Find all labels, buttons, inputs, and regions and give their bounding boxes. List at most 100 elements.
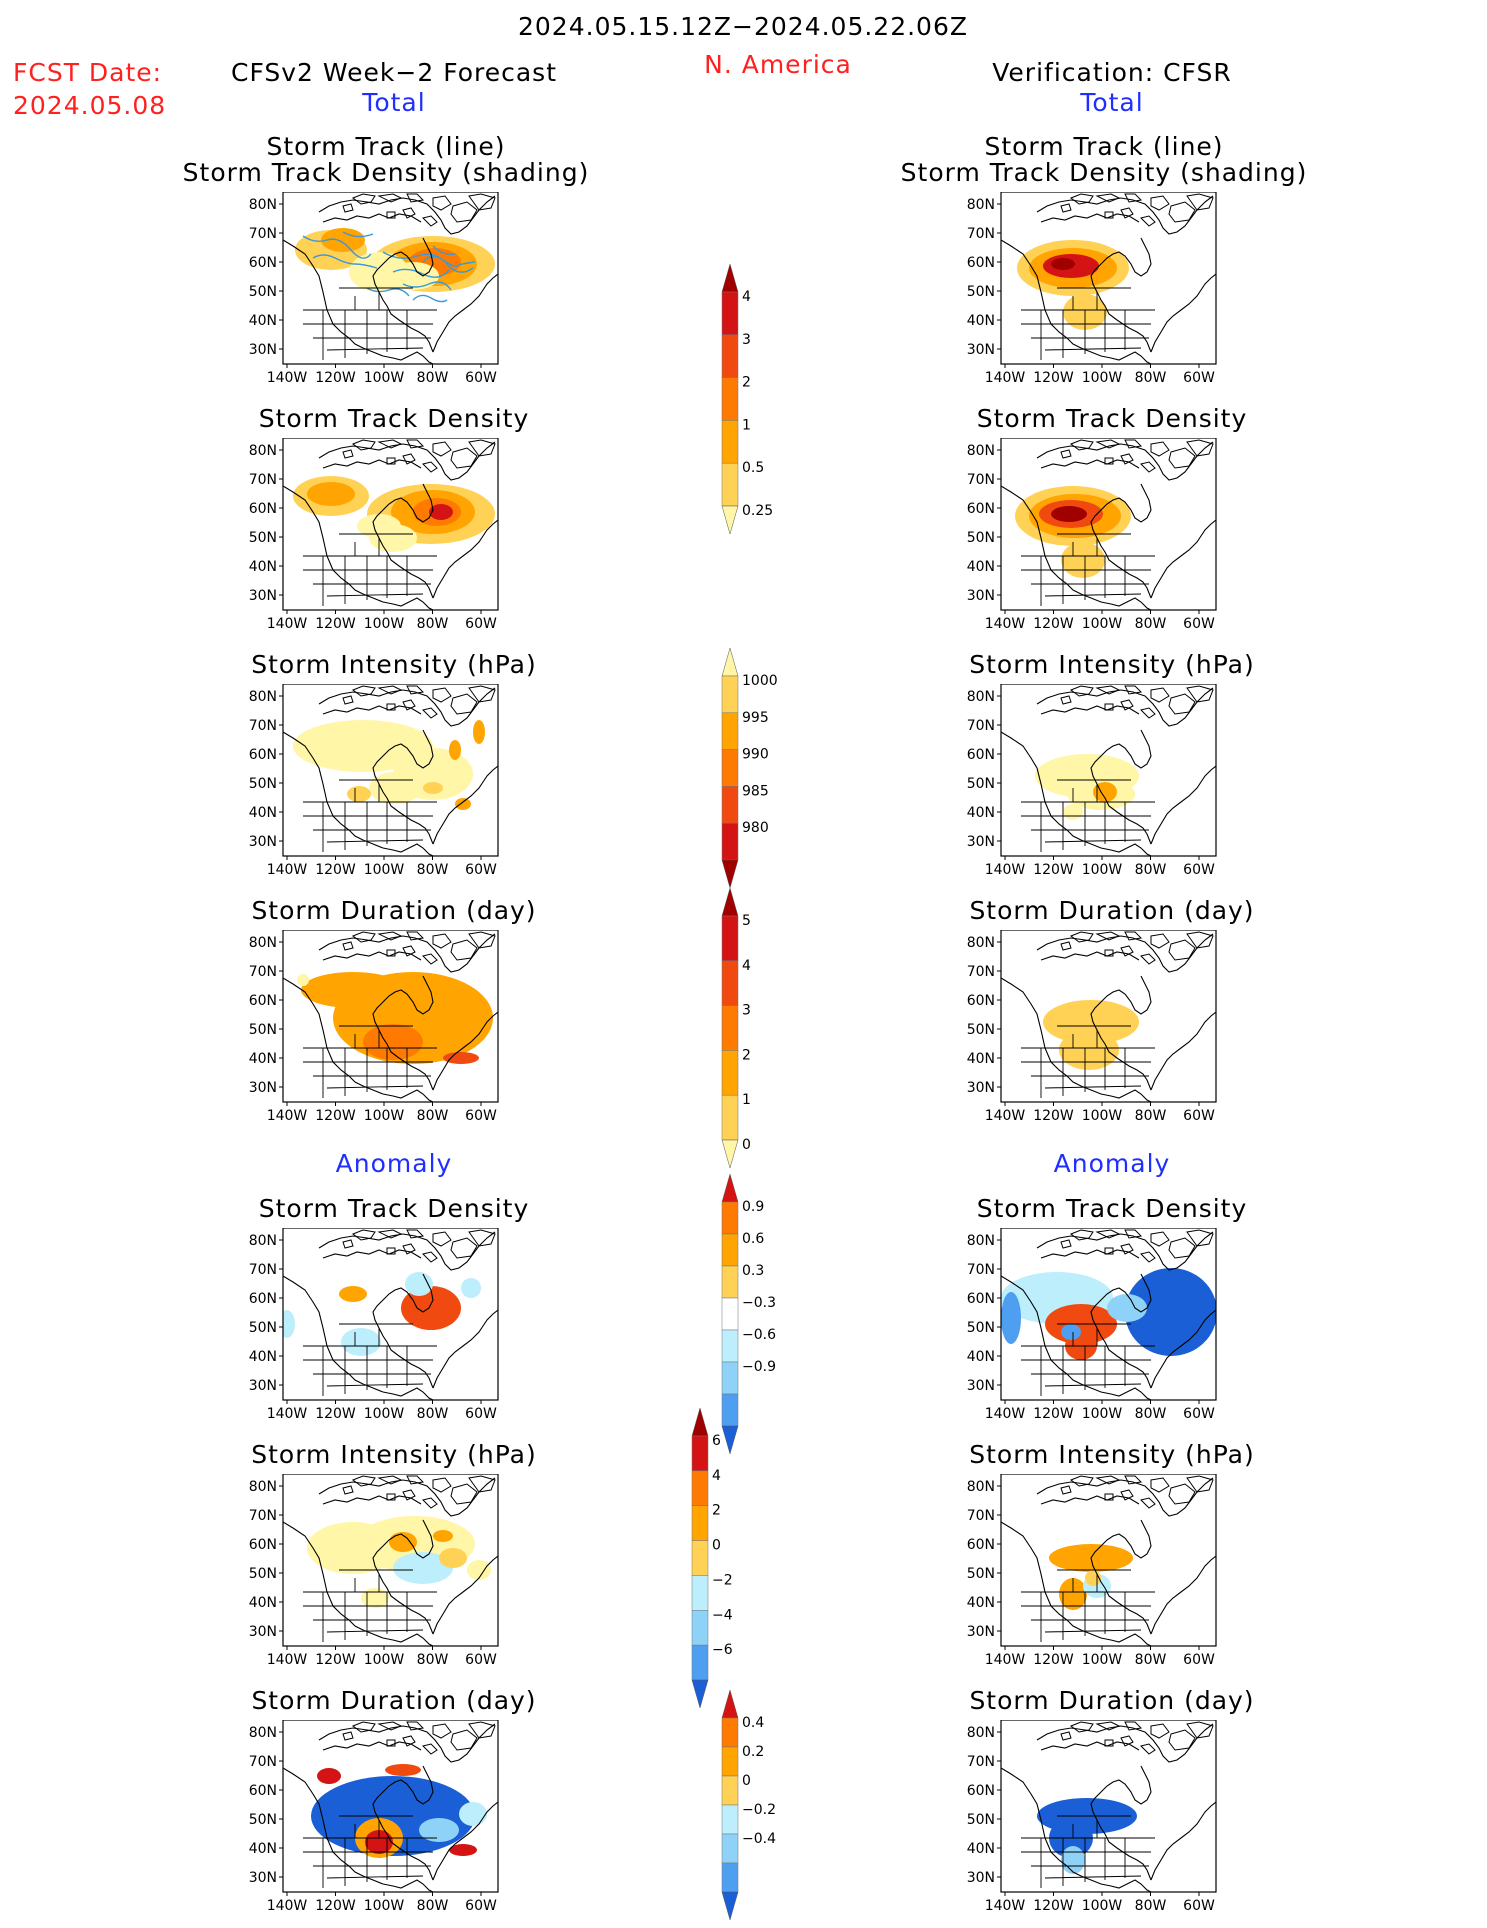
lon-tick-label: 140W — [985, 616, 1026, 632]
panel-title-storm-track-shading-verif: Storm Track Density (shading) — [900, 158, 1308, 187]
lat-tick-label: 50N — [249, 1022, 277, 1038]
island-outline — [1095, 1721, 1121, 1731]
shaded-area — [1001, 1292, 1021, 1344]
island-outline — [468, 193, 496, 211]
lon-tick-label: 100W — [364, 1108, 405, 1124]
lat-tick-label: 40N — [967, 1051, 995, 1067]
colorbar-swatch — [721, 712, 739, 750]
shaded-area — [389, 1532, 417, 1552]
colorbar-label: −0.9 — [742, 1359, 776, 1375]
panel-title-intensity-verif: Storm Intensity (hPa) — [969, 650, 1255, 679]
island-outline — [1060, 1239, 1072, 1249]
map-frame — [282, 930, 499, 1103]
lat-tick-label: 80N — [967, 935, 995, 951]
shaded-area — [1125, 1268, 1216, 1356]
lat-tick-label: 70N — [967, 1754, 995, 1770]
colorbar-swatch — [721, 1717, 739, 1748]
map-frame — [1000, 1474, 1217, 1647]
shaded-area — [339, 1286, 367, 1302]
island-outline — [1140, 953, 1156, 965]
colorbar-label: −0.2 — [742, 1802, 776, 1818]
island-outline — [432, 195, 452, 211]
colorbar-swatch — [721, 1775, 739, 1806]
lat-tick-label: 40N — [249, 1051, 277, 1067]
island-outline — [1104, 457, 1114, 465]
colorbar-swatch — [691, 1505, 709, 1541]
shaded-area — [1063, 804, 1083, 820]
map-frame — [282, 1474, 499, 1647]
state-borders — [303, 533, 437, 606]
island-outline — [1124, 193, 1143, 203]
colorbar-label: 980 — [742, 820, 769, 836]
lat-tick-label: 70N — [249, 472, 277, 488]
colorbar-label: 0.25 — [742, 503, 773, 519]
island-outline — [1120, 207, 1134, 219]
shaded-area — [443, 1052, 479, 1064]
lon-tick-label: 120W — [315, 1406, 356, 1422]
panel-title-duration-anomaly-verif: Storm Duration (day) — [969, 1686, 1255, 1715]
map-verif-intensity-anomaly: 80N 70N 60N 50N 40N 30N 140W 120W 100W 80W 60W — [958, 1474, 1218, 1669]
island-outline — [1124, 1721, 1143, 1731]
island-outline — [1168, 1729, 1196, 1751]
lat-tick-label: 60N — [249, 1291, 277, 1307]
state-borders — [303, 287, 437, 360]
colorbar-swatch — [691, 1540, 709, 1576]
colorbar-swatch — [721, 1050, 739, 1096]
island-outline — [1150, 195, 1170, 211]
lat-tick-label: 70N — [249, 226, 277, 242]
shaded-area — [393, 1552, 453, 1584]
lon-tick-label: 80W — [1135, 1652, 1167, 1668]
colorbar-label: 1 — [742, 1092, 751, 1108]
island-outline — [402, 1735, 416, 1747]
lat-tick-label: 80N — [249, 1233, 277, 1249]
island-outline — [1140, 1743, 1156, 1755]
island-outline — [432, 441, 452, 457]
colorbar-swatch — [721, 1233, 739, 1267]
colorbar-label: 0.6 — [742, 1231, 764, 1247]
island-outline — [1095, 1229, 1121, 1239]
colorbar-label: 4 — [742, 289, 751, 305]
lat-tick-label: 50N — [249, 530, 277, 546]
shaded-area — [473, 720, 485, 744]
lon-tick-label: 80W — [417, 616, 449, 632]
lat-tick-label: 30N — [249, 588, 277, 604]
colorbar-label: 0 — [742, 1773, 751, 1789]
island-outline — [377, 931, 403, 941]
lat-tick-label: 30N — [249, 1080, 277, 1096]
colorbar-swatch — [691, 1575, 709, 1611]
shaded-area — [321, 228, 365, 252]
lon-tick-label: 80W — [417, 1898, 449, 1914]
shaded-area — [401, 1286, 461, 1330]
island-outline — [1150, 933, 1170, 949]
coastline — [1001, 195, 1216, 364]
island-outline — [386, 1739, 396, 1747]
colorbar-swatch — [721, 1891, 739, 1921]
colorbar-label: 4 — [712, 1468, 721, 1484]
storm-track-line — [342, 231, 374, 238]
island-outline — [1069, 931, 1094, 943]
map-frame — [1000, 930, 1217, 1103]
lon-tick-label: 80W — [1135, 616, 1167, 632]
colorbar-label: 0 — [712, 1538, 721, 1554]
lat-tick-label: 70N — [967, 1262, 995, 1278]
lat-tick-label: 50N — [967, 1812, 995, 1828]
shaded-area — [1059, 1030, 1119, 1070]
map-forecast-storm-track: 80N 70N 60N 50N 40N 30N 140W 120W 100W 80W 60W — [240, 192, 500, 387]
island-outline — [1120, 945, 1134, 957]
colorbar-label: 0.2 — [742, 1744, 764, 1760]
lat-tick-label: 60N — [967, 993, 995, 1009]
shaded-area — [369, 772, 421, 804]
island-outline — [342, 941, 354, 951]
island-outline — [1060, 695, 1072, 705]
lon-tick-label: 120W — [1033, 1898, 1074, 1914]
shaded-area — [363, 1024, 423, 1060]
state-borders — [1021, 533, 1155, 606]
panel-title-duration-anomaly-forecast: Storm Duration (day) — [251, 1686, 537, 1715]
lon-tick-label: 120W — [315, 1108, 356, 1124]
panel-title-density-forecast: Storm Track Density — [258, 404, 530, 433]
island-outline — [406, 931, 425, 941]
lon-tick-label: 80W — [417, 1406, 449, 1422]
lon-tick-label: 140W — [985, 1652, 1026, 1668]
lat-tick-label: 40N — [249, 1349, 277, 1365]
lon-tick-label: 80W — [417, 1108, 449, 1124]
